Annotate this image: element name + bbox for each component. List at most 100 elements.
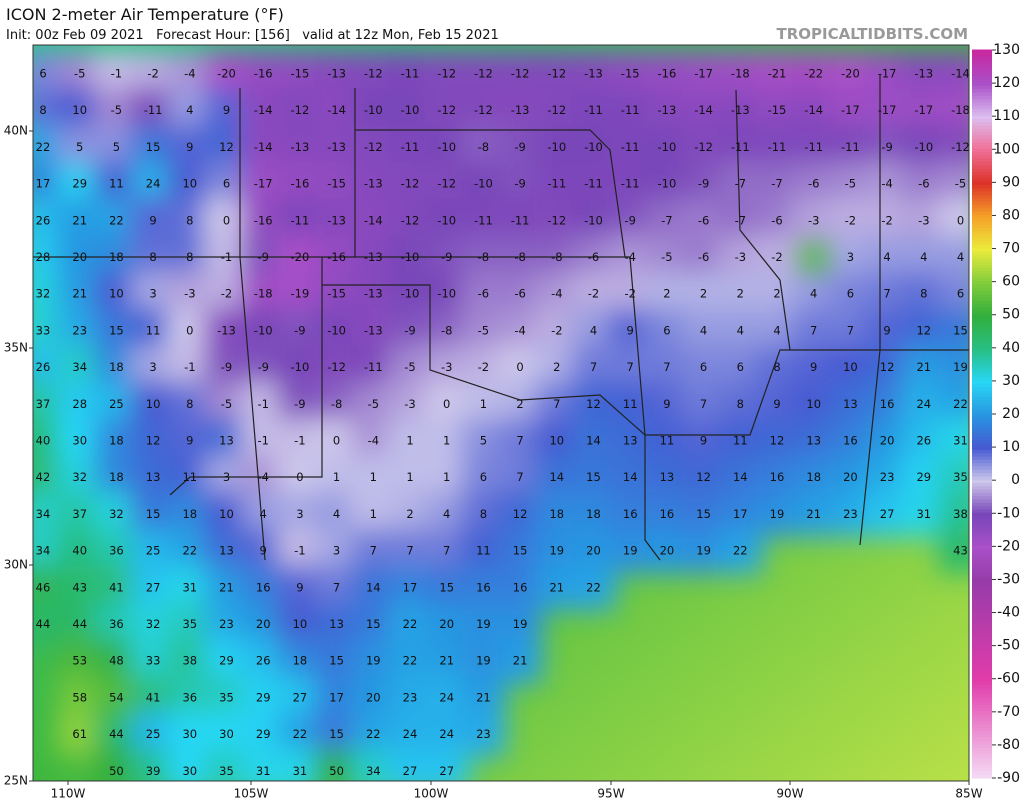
colorbar-segment <box>972 724 992 729</box>
station-value: -7 <box>735 177 746 191</box>
station-value: -9 <box>294 323 305 337</box>
station-value: 8 <box>149 250 156 264</box>
station-value: -17 <box>878 67 897 81</box>
station-value: 48 <box>109 654 124 668</box>
station-value: -15 <box>291 67 310 81</box>
colorbar-segment <box>972 731 992 736</box>
station-value: -9 <box>404 323 415 337</box>
station-value: -10 <box>401 287 420 301</box>
station-value: -5 <box>478 323 489 337</box>
station-value: -1 <box>111 67 122 81</box>
station-value: -9 <box>698 177 709 191</box>
station-value: -17 <box>694 67 713 81</box>
station-value: -5 <box>661 250 672 264</box>
station-value: -13 <box>291 140 310 154</box>
station-value: 31 <box>256 764 271 778</box>
colorbar-segment <box>972 128 992 134</box>
station-value: -9 <box>441 250 452 264</box>
colorbar-segment <box>972 109 992 114</box>
colorbar-segment <box>972 357 992 362</box>
station-value: 9 <box>186 434 193 448</box>
colorbar-segment <box>972 112 992 117</box>
borders <box>33 75 969 561</box>
station-value: 1 <box>333 470 340 484</box>
colorbar-segment <box>972 774 992 779</box>
colorbar-segment <box>972 555 992 561</box>
station-value: 27 <box>439 764 454 778</box>
colorbar-segment <box>972 681 992 686</box>
station-value: -13 <box>658 103 677 117</box>
station-value: -12 <box>547 213 566 227</box>
station-value: 3 <box>333 544 340 558</box>
colorbar-segment <box>972 291 992 296</box>
station-value: 61 <box>72 727 87 741</box>
station-value: -7 <box>771 177 782 191</box>
colorbar-label: -10 <box>997 505 1020 521</box>
colorbar-segment <box>972 476 992 481</box>
colorbar-segment <box>972 625 992 630</box>
station-value: 21 <box>439 654 454 668</box>
station-value: 46 <box>36 580 51 594</box>
station-value: 7 <box>370 544 377 558</box>
colorbar-segment <box>972 105 992 111</box>
station-value: 20 <box>366 690 381 704</box>
station-value: -3 <box>404 397 415 411</box>
station-value: 8 <box>186 250 193 264</box>
station-value: -12 <box>437 67 456 81</box>
station-value: 4 <box>333 507 340 521</box>
station-value: -11 <box>511 213 530 227</box>
station-value: 9 <box>186 140 193 154</box>
colorbar-label: -70 <box>997 704 1020 720</box>
station-value: -3 <box>441 360 452 374</box>
station-value: -12 <box>474 67 493 81</box>
lon-label: 85W <box>955 787 982 801</box>
colorbar-segment <box>972 595 992 600</box>
station-value: -11 <box>768 140 787 154</box>
colorbar-segment <box>972 92 992 97</box>
station-value: 11 <box>109 177 124 191</box>
colorbar-segment <box>972 744 992 749</box>
colorbar-segment <box>972 59 992 64</box>
station-value: -10 <box>437 140 456 154</box>
colorbar-segment <box>972 95 992 101</box>
station-value: 28 <box>72 397 87 411</box>
station-value: -10 <box>437 287 456 301</box>
station-value: 0 <box>186 323 193 337</box>
station-value: 34 <box>36 507 51 521</box>
value-labels: 6 -5 -1 -2 -4 -20 -16 -15 -13 -12 -11 -12 -12 -12 -12-… <box>36 67 969 778</box>
station-value: 10 <box>109 287 124 301</box>
colorbar-label: 80 <box>1002 207 1020 223</box>
station-value: 9 <box>663 397 670 411</box>
station-value: -17 <box>878 103 897 117</box>
colorbar-segment <box>972 449 992 455</box>
colorbar-segment <box>972 181 992 187</box>
colorbar-segment <box>972 248 992 253</box>
station-value: 32 <box>72 470 87 484</box>
station-value: -4 <box>368 434 379 448</box>
station-value: 7 <box>847 323 854 337</box>
station-value: 44 <box>72 617 87 631</box>
station-value: -3 <box>184 287 195 301</box>
colorbar-segment <box>972 228 992 233</box>
station-value: -10 <box>584 140 603 154</box>
station-value: -2 <box>221 287 232 301</box>
colorbar-segment <box>972 641 992 647</box>
station-value: 41 <box>146 690 161 704</box>
station-value: 1 <box>443 434 450 448</box>
station-value: 3 <box>149 360 156 374</box>
station-value: 13 <box>219 544 234 558</box>
colorbar-label: 130 <box>993 42 1020 58</box>
colorbar-segment <box>972 582 992 587</box>
colorbar-segment <box>972 489 992 494</box>
station-value: 4 <box>186 103 193 117</box>
station-value: 22 <box>586 580 601 594</box>
colorbar-segment <box>972 473 992 478</box>
station-value: -4 <box>514 323 525 337</box>
colorbar-segment <box>972 559 992 564</box>
station-value: 26 <box>256 654 271 668</box>
lon-label: 100W <box>414 787 449 801</box>
colorbar-segment <box>972 158 992 164</box>
station-value: 20 <box>72 250 87 264</box>
station-value: 1 <box>443 470 450 484</box>
station-value: 36 <box>182 690 197 704</box>
